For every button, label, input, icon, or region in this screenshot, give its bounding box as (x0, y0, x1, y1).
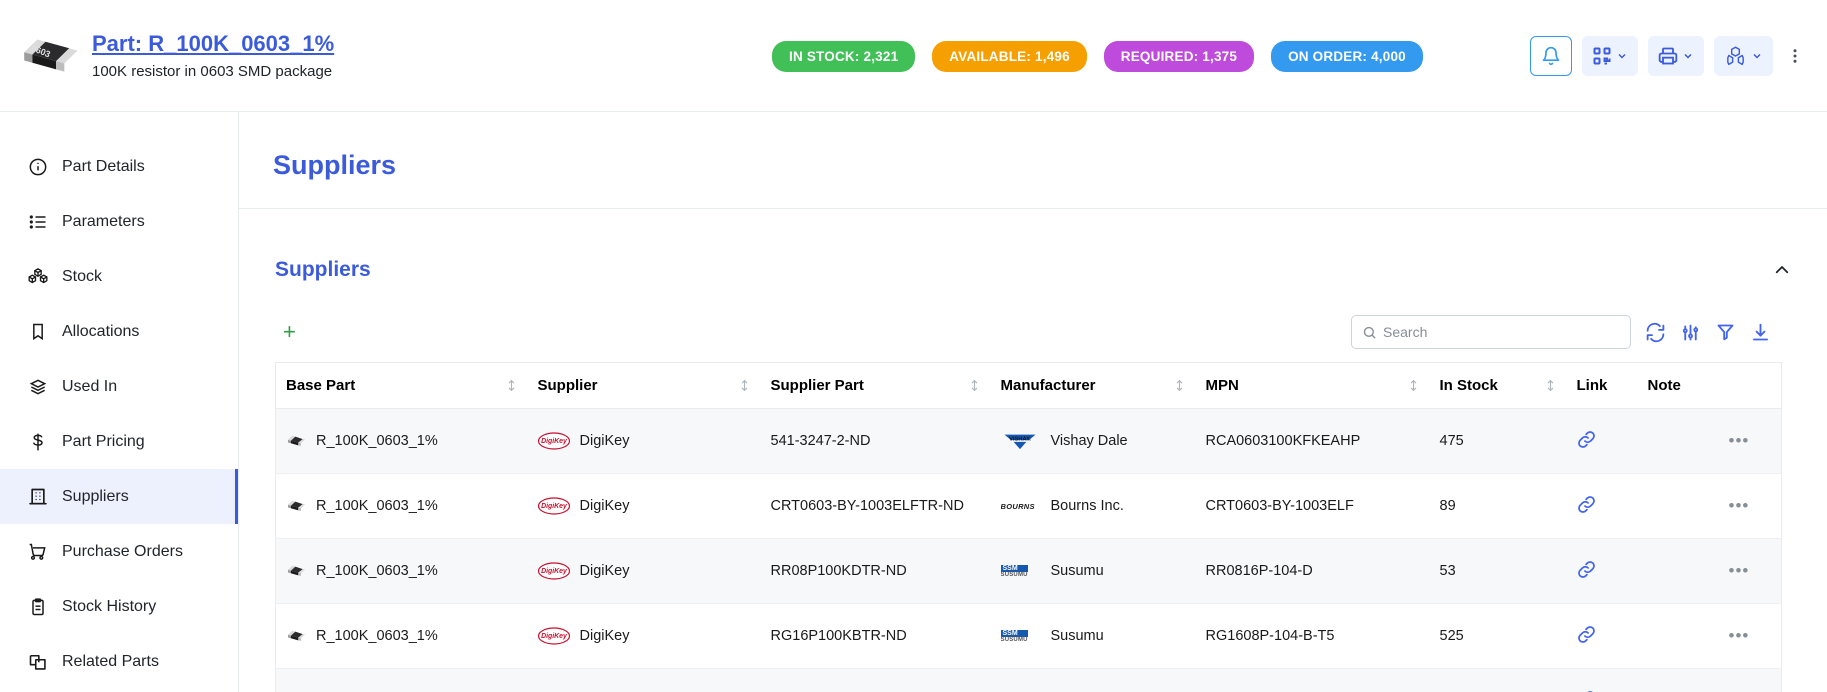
svg-text:DigiKey: DigiKey (541, 503, 568, 510)
svg-text:DigiKey: DigiKey (541, 438, 568, 445)
svg-text:DigiKey: DigiKey (541, 633, 568, 640)
svg-text:VISHAY.: VISHAY. (1009, 437, 1031, 443)
svg-text:DigiKey: DigiKey (541, 568, 568, 575)
